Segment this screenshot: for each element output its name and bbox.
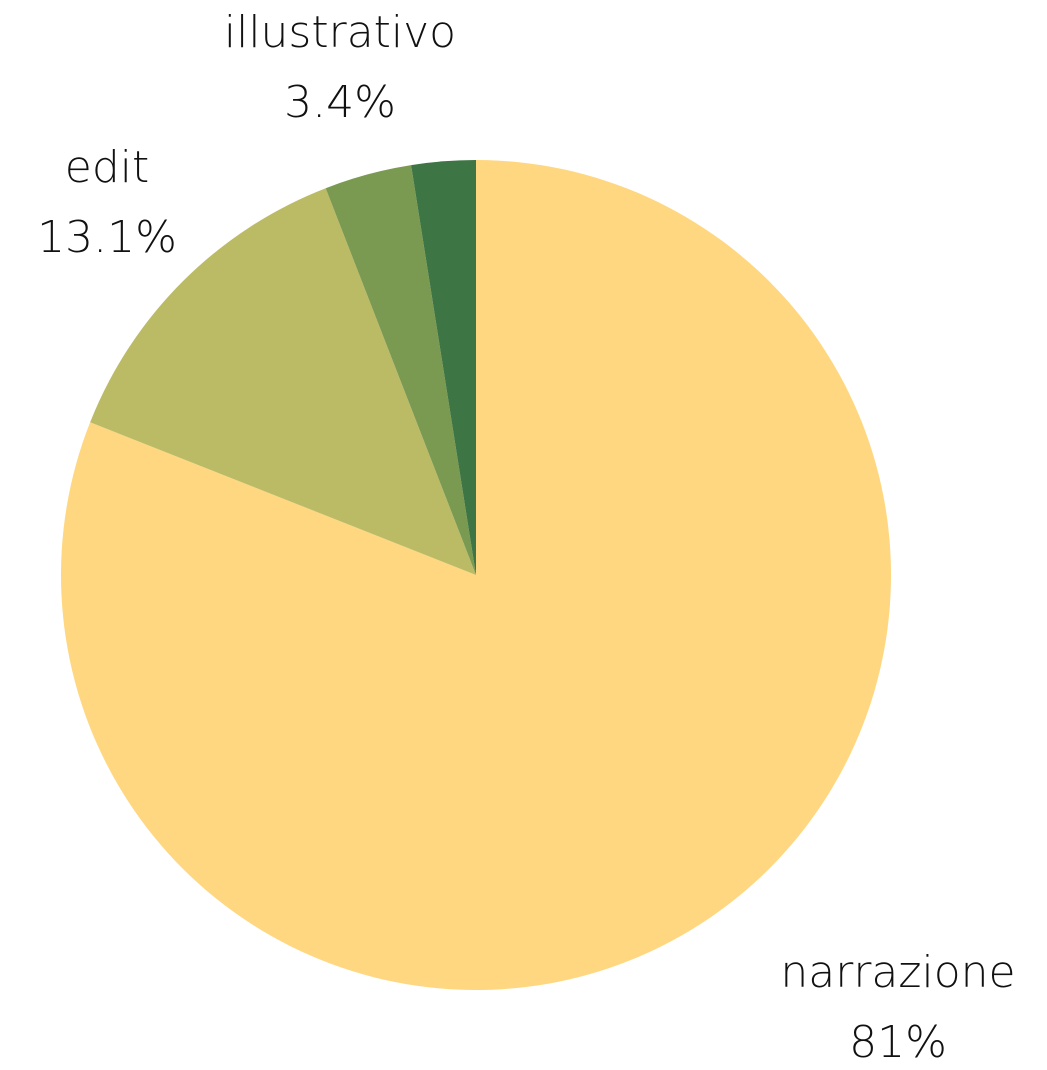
pie-slice	[90, 188, 476, 575]
pie-slice	[325, 165, 476, 575]
slice-label: narrazione	[780, 947, 1015, 998]
slice-value-label: 3.4%	[284, 77, 396, 128]
pie-slice	[411, 160, 476, 575]
pie-slice	[60, 160, 892, 990]
slice-value-label: 13.1%	[37, 212, 177, 263]
slice-label: edit	[65, 142, 149, 193]
slice-label: illustrativo	[224, 7, 456, 58]
slice-value-label: 81%	[849, 1017, 947, 1068]
